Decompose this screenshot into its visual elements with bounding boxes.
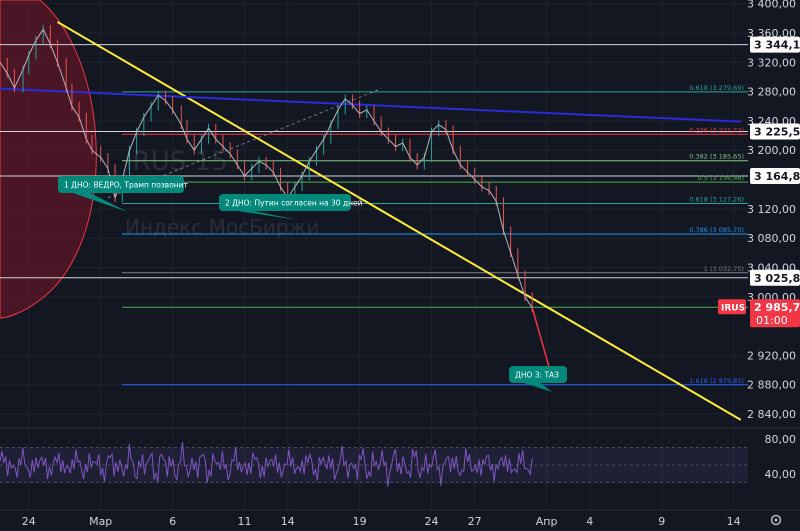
trendline-yellow (57, 21, 742, 421)
x-tick-label: 24 (425, 515, 439, 528)
x-tick-label: 6 (169, 515, 176, 528)
y-tick-label: 3 320,00 (747, 56, 796, 69)
y-tick-label: 3 280,00 (747, 86, 796, 99)
y-axis-background (748, 0, 800, 510)
highlight-ellipse (0, 0, 97, 319)
watermark-symbol: IRUS 15 (125, 147, 228, 177)
x-tick-label: 9 (658, 515, 665, 528)
price-label-box (750, 168, 800, 185)
price-label-text: 3 344,10 (754, 39, 800, 52)
price-label-box (750, 269, 800, 286)
fib-level-label: 1.618 (2 879,85) (689, 377, 744, 385)
y-tick-label: 3 400,00 (747, 0, 796, 11)
x-tick-label: 24 (22, 515, 36, 528)
fib-level-label: 0.382 (3 185,65) (689, 153, 744, 161)
y-tick-label: 3 080,00 (747, 232, 796, 245)
x-tick-label: 19 (353, 515, 367, 528)
x-tick-label: 14 (281, 515, 295, 528)
fib-level-label: 0.786 (3 085,70) (689, 226, 744, 234)
price-label-text: 3 164,81 (754, 170, 800, 183)
y-tick-label: 2 880,00 (747, 379, 796, 392)
annotation-text: ДНО 3: ТАЗ (515, 371, 559, 380)
rsi-tick-label: 40,00 (765, 468, 797, 481)
x-tick-label: 4 (586, 515, 593, 528)
x-tick-label: 14 (727, 515, 741, 528)
fib-level-label: 0.618 (3 279,69) (689, 84, 744, 92)
y-tick-label: 2 920,00 (747, 349, 796, 362)
projection-arrow (531, 307, 552, 374)
price-label-text: 3 225,51 (754, 126, 800, 139)
annotation-pointer (70, 192, 128, 212)
y-tick-label: 2 840,00 (747, 408, 796, 421)
annotation-box (219, 194, 351, 211)
annotation-text: 1 ДНО: ВЕДРО, Трамп позвонит (64, 181, 189, 190)
annotation-text: 2 ДНО: Путин согласен на 30 дней (225, 199, 363, 208)
price-series-line (0, 28, 533, 309)
annotation-box (509, 366, 567, 383)
x-tick-label: 11 (238, 515, 252, 528)
y-tick-label: 3 120,00 (747, 203, 796, 216)
settings-gear-icon-center (774, 518, 778, 522)
fib-level-label: 0.5 (3 156,46) (698, 174, 744, 182)
annotation-box (58, 176, 184, 193)
fib-level-label: 0.618 (3 127,26) (689, 196, 744, 204)
watermark-name: Индекс МосБиржи (125, 215, 320, 239)
countdown-text: 01:00 (756, 314, 788, 327)
price-label-box (750, 123, 800, 140)
ticker-badge (718, 299, 746, 315)
y-tick-label: 3 200,00 (747, 144, 796, 157)
price-label-text: 3 025,89 (754, 272, 800, 285)
settings-gear-icon (770, 514, 782, 526)
trendline-blue (0, 87, 741, 123)
current-price-box (750, 299, 800, 328)
rsi-tick-label: 80,00 (765, 433, 797, 446)
fib-level-label: 1 (3 032,75) (704, 265, 744, 273)
x-tick-label: Мар (89, 515, 112, 528)
x-tick-label: 27 (468, 515, 482, 528)
rsi-line (0, 441, 533, 487)
price-label-box (750, 36, 800, 53)
annotation-pointer (521, 382, 552, 392)
annotation-pointer (231, 210, 298, 220)
current-price-text: 2 985,74 (754, 301, 800, 314)
ticker-label: IRUS (721, 304, 745, 314)
fib-level-label: 0.236 (3 221,72) (689, 126, 744, 134)
x-tick-label: Апр (536, 515, 558, 528)
